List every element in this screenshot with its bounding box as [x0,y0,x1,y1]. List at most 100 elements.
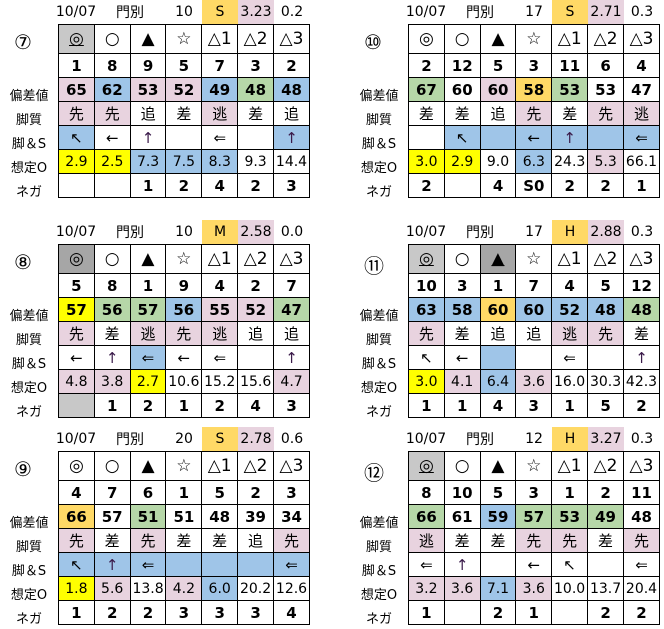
negative-count-cell: 2 [479,600,517,625]
expected-odds-cell: 1.8 [58,576,95,601]
horse-number-cell: 4 [623,53,660,78]
pace-arrow-cell: ↑ [129,125,167,150]
running-style-cell: 差 [165,101,203,126]
deviation-cell: 66 [408,504,445,529]
mark-cell: ○ [443,24,481,54]
expected-odds-cell: 42.3 [623,369,660,394]
mark-symbol: ○ [454,456,470,476]
expected-odds-cell: 24.3 [551,149,589,174]
negative-count-cell [58,173,95,198]
mark-cell: △1 [201,451,239,481]
table-row: 先差先差差追先 [58,528,310,553]
index-value-2: 0.0 [280,224,304,240]
horse-number-cell: 2 [587,480,624,505]
mark-symbol: △3 [279,29,304,49]
horse-number-cell: 5 [201,480,239,505]
row-label: 想定O [360,380,398,396]
deviation-cell: 65 [58,77,95,102]
mark-cell: ☆ [515,244,553,274]
row-label: 想定O [10,160,48,176]
horse-number-cell: 1 [129,273,167,298]
mark-symbol: ▲ [141,29,155,49]
race-date: 10/07 [405,224,447,240]
expected-odds-cell: 3.0 [408,149,445,174]
mark-cell: ○ [93,244,131,274]
table-row: ↖ ← ↑ ⇐ ↑ [58,125,310,150]
mark-symbol: ▲ [491,29,505,49]
table-row: 3.2 3.6 7.1 3.6 10.0 13.7 20.4 [408,576,660,601]
mark-symbol: △3 [629,249,654,269]
mark-cell: △3 [273,244,310,274]
row-label: ネガ [15,184,42,200]
running-style-cell: 追 [515,321,553,346]
mark-symbol: ☆ [526,456,542,476]
mark-symbol: ▲ [141,249,155,269]
table-row: 2.9 2.5 7.3 7.5 8.3 9.3 14.4 [58,149,310,174]
expected-odds-cell: 2.9 [58,149,95,174]
mark-symbol: ☆ [526,29,542,49]
row-label: 脚＆S [361,563,397,579]
table-row: ← ↑ ⇐ ← ⇐ ↑ [58,345,310,370]
expected-odds-cell: 4.7 [273,369,310,394]
race-panel: 10/07 門別 10 S 3.23 0.2 ⑦ 偏差値 脚質 脚＆S 想定O ネガ ◎ ○ ▲ ☆ △1 △2 △… [0,0,310,200]
pace-arrow-cell: ↑ [93,345,131,370]
pace-arrow-cell: ↑ [443,552,481,577]
running-style-cell: 差 [443,321,481,346]
mark-symbol: △1 [557,456,582,476]
race-date: 10/07 [55,431,97,447]
track-grade: S [552,0,588,24]
negative-count-cell: 2 [129,393,167,418]
deviation-cell: 51 [129,504,167,529]
race-venue: 門別 [466,432,494,448]
negative-count-cell: 3 [201,600,239,625]
mark-cell: ☆ [165,24,203,54]
pace-arrow-cell: ← [515,552,553,577]
field-size: 17 [525,224,543,240]
running-style-cell: 先 [551,528,589,553]
pace-arrow-cell: ← [443,345,481,370]
negative-count-cell [443,173,481,198]
mark-cell: ▲ [479,244,517,274]
running-style-cell: 差 [551,101,589,126]
race-venue: 門別 [116,5,144,21]
deviation-cell: 39 [237,504,274,529]
negative-count-cell [93,173,131,198]
index-value-2: 0.2 [280,4,304,20]
mark-symbol: ◎ [418,249,434,269]
expected-odds-cell: 3.2 [408,576,445,601]
race-header: 10/07 門別 10 M 2.58 0.0 [56,220,310,244]
row-label: 脚質 [15,112,42,128]
mark-cell: ◎ [58,24,95,54]
mark-cell: ☆ [165,244,203,274]
mark-symbol: △2 [243,456,268,476]
negative-count-cell: 1 [58,600,95,625]
negative-count-cell: 2 [587,600,624,625]
race-venue: 門別 [466,225,494,241]
row-label: ネガ [15,404,42,420]
running-style-cell: 追 [273,101,310,126]
index-value: 2.88 [588,220,624,244]
expected-odds-cell: 10.0 [551,576,589,601]
mark-symbol: △1 [557,249,582,269]
negative-count-cell: 2 [129,600,167,625]
pace-arrow-cell: ↖ [58,125,95,150]
pace-arrow-cell [237,125,274,150]
pace-arrow-cell: ⇐ [408,552,445,577]
field-size: 10 [175,224,193,240]
race-number: ⑫ [364,461,384,485]
mark-cell: △1 [551,244,589,274]
pace-arrow-cell: ← [58,345,95,370]
deviation-cell: 34 [273,504,310,529]
negative-count-cell: 3 [273,393,310,418]
row-labels: 偏差値 脚質 脚＆S 想定O ネガ [350,302,408,422]
deviation-cell: 48 [623,297,660,322]
race-date: 10/07 [405,431,447,447]
pace-arrow-cell: ⇐ [201,345,239,370]
running-style-cell: 先 [165,321,203,346]
prediction-table: ◎ ○ ▲ ☆ △1 △2 △3 2 12 5 3 11 6 4 67 60 60 58 53 53 47 差差追先差先逃… [408,24,660,198]
row-label: 偏差値 [359,308,399,324]
running-style-cell: 差 [408,101,445,126]
field-size: 20 [175,431,193,447]
